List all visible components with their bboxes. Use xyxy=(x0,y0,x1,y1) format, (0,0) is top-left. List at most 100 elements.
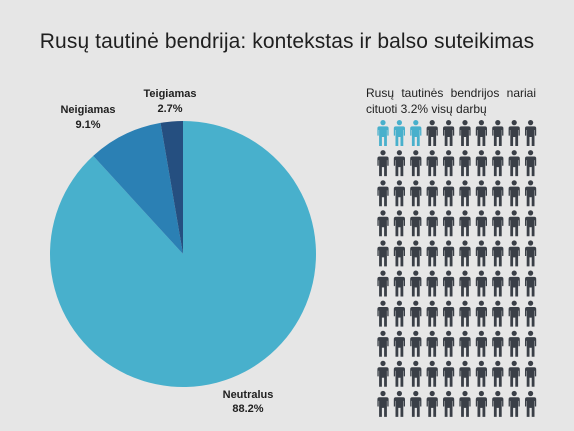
person-icon xyxy=(475,330,487,357)
person-icon xyxy=(475,210,487,237)
person-icon xyxy=(426,120,438,146)
slice-value-label: 88.2% xyxy=(232,403,263,415)
person-icon xyxy=(492,390,504,417)
person-icon xyxy=(426,240,438,267)
person-icon-highlighted xyxy=(377,120,389,146)
person-icon xyxy=(475,120,487,146)
person-icon xyxy=(426,150,438,177)
slice-value-label: 9.1% xyxy=(75,119,100,131)
person-icon-highlighted xyxy=(410,120,422,146)
person-icon xyxy=(443,210,455,237)
person-icon xyxy=(426,330,438,357)
person-icon xyxy=(410,300,422,327)
person-icon xyxy=(475,360,487,387)
chart-title: Rusų tautinė bendrija: kontekstas ir bal… xyxy=(39,30,535,53)
person-icon xyxy=(443,120,455,146)
pie-slice-teigiamas xyxy=(160,121,183,254)
person-icon xyxy=(426,270,438,297)
person-icon xyxy=(525,150,537,177)
person-icon xyxy=(508,360,520,387)
person-icon xyxy=(525,120,537,146)
person-icon xyxy=(443,180,455,207)
person-icon xyxy=(459,120,471,146)
person-icon xyxy=(393,240,405,267)
person-icon xyxy=(492,300,504,327)
person-icon xyxy=(377,330,389,357)
person-icon xyxy=(525,270,537,297)
person-icon xyxy=(426,390,438,417)
person-icon xyxy=(525,210,537,237)
person-icon-highlighted xyxy=(393,120,405,146)
person-icon xyxy=(393,150,405,177)
person-icon xyxy=(508,240,520,267)
person-icon xyxy=(410,240,422,267)
person-icon xyxy=(443,150,455,177)
person-icon xyxy=(492,180,504,207)
person-icon xyxy=(492,270,504,297)
person-icon xyxy=(508,180,520,207)
person-icon xyxy=(475,300,487,327)
person-icon xyxy=(525,330,537,357)
person-icon xyxy=(377,270,389,297)
person-icon xyxy=(393,270,405,297)
person-icon xyxy=(377,150,389,177)
person-icon xyxy=(508,210,520,237)
person-icon xyxy=(393,360,405,387)
person-icon xyxy=(492,150,504,177)
person-icon xyxy=(508,120,520,146)
person-icon xyxy=(443,390,455,417)
person-icon xyxy=(508,270,520,297)
person-icon xyxy=(410,180,422,207)
person-icon xyxy=(459,240,471,267)
person-icon xyxy=(377,300,389,327)
person-icon xyxy=(443,300,455,327)
person-icon xyxy=(459,180,471,207)
slice-label: Teigiamas xyxy=(144,88,197,100)
person-icon xyxy=(525,390,537,417)
person-icon xyxy=(475,270,487,297)
person-icon xyxy=(459,360,471,387)
person-icon xyxy=(426,300,438,327)
person-icon xyxy=(426,210,438,237)
person-icon xyxy=(459,270,471,297)
slice-label: Neigiamas xyxy=(60,104,115,116)
pie-slice-neigiamas xyxy=(93,122,183,254)
person-icon xyxy=(508,390,520,417)
person-icon xyxy=(443,330,455,357)
pictogram-caption: Rusų tautinės bendrijos nariai cituoti 3… xyxy=(366,86,536,116)
person-icon xyxy=(475,150,487,177)
person-icon xyxy=(443,240,455,267)
person-icon xyxy=(525,300,537,327)
slice-label: Neutralus xyxy=(223,389,274,401)
person-icon xyxy=(459,300,471,327)
person-icon xyxy=(508,300,520,327)
person-icon xyxy=(492,360,504,387)
person-icon xyxy=(393,330,405,357)
person-icon xyxy=(508,330,520,357)
person-icon xyxy=(459,150,471,177)
person-icon xyxy=(410,330,422,357)
person-icon xyxy=(410,270,422,297)
person-icon xyxy=(443,270,455,297)
person-icon xyxy=(475,240,487,267)
person-icon xyxy=(459,330,471,357)
person-icon xyxy=(377,240,389,267)
person-icon xyxy=(475,390,487,417)
person-icon xyxy=(410,390,422,417)
person-icon xyxy=(410,210,422,237)
person-icon xyxy=(393,390,405,417)
person-icon xyxy=(410,150,422,177)
person-icon xyxy=(525,240,537,267)
slice-value-label: 2.7% xyxy=(157,103,182,115)
person-icon xyxy=(377,210,389,237)
person-icon xyxy=(443,360,455,387)
person-icon xyxy=(492,330,504,357)
person-icon xyxy=(475,180,487,207)
pie-slice-neutralus xyxy=(49,121,316,388)
person-icon xyxy=(377,360,389,387)
person-icon xyxy=(508,150,520,177)
person-icon xyxy=(377,180,389,207)
person-icon xyxy=(492,240,504,267)
